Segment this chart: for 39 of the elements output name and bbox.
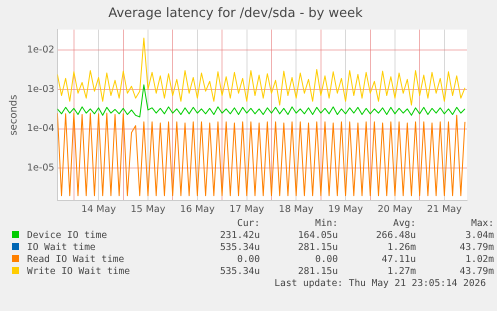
text: 266.48u (374, 230, 416, 242)
text: 3.04m (464, 230, 494, 242)
text: 1.27m (386, 266, 416, 278)
legend-label: Write IO Wait time (27, 266, 130, 277)
text: 281.15u (296, 242, 338, 254)
chart-title: Average latency for /dev/sda - by week (108, 6, 364, 22)
text: 281.15u (296, 266, 338, 278)
text: Last update: Thu May 21 23:05:14 2026 (273, 278, 486, 290)
x-tick-label: 19 May (328, 204, 364, 215)
text: 1.02m (464, 254, 494, 266)
text: 535.34u (218, 266, 260, 278)
y-axis-title: seconds (8, 94, 20, 136)
text: Cur: (236, 218, 260, 230)
text: Avg: (392, 218, 416, 230)
x-tick-label: 15 May (130, 204, 166, 215)
text: 0.00 (236, 254, 260, 266)
text: Max: (470, 218, 494, 230)
legend-label: IO Wait time (27, 242, 96, 253)
x-tick-label: 20 May (378, 204, 413, 215)
x-tick-label: 21 May (426, 204, 462, 215)
text: 0.00 (314, 254, 338, 266)
y-tick-label: 1e-05 (27, 162, 54, 174)
y-tick-label: 1e-03 (27, 84, 54, 95)
text: 43.79m (458, 266, 494, 278)
text: Min: (314, 218, 338, 230)
legend-label: Device IO time (27, 230, 108, 241)
x-tick-label: 16 May (180, 204, 216, 215)
text: 231.42u (218, 230, 260, 242)
legend-label: Read IO Wait time (27, 254, 124, 265)
x-tick-label: 17 May (229, 204, 265, 215)
y-tick-label: 1e-02 (27, 44, 54, 56)
text: 535.34u (218, 242, 260, 254)
text: 1.26m (386, 242, 416, 254)
text: 43.79m (458, 242, 494, 254)
text: 164.05u (296, 230, 338, 242)
x-tick-label: 18 May (278, 204, 314, 215)
x-tick-label: 14 May (81, 204, 116, 215)
y-tick-label: 1e-04 (27, 123, 54, 134)
text: 47.11u (380, 254, 416, 266)
